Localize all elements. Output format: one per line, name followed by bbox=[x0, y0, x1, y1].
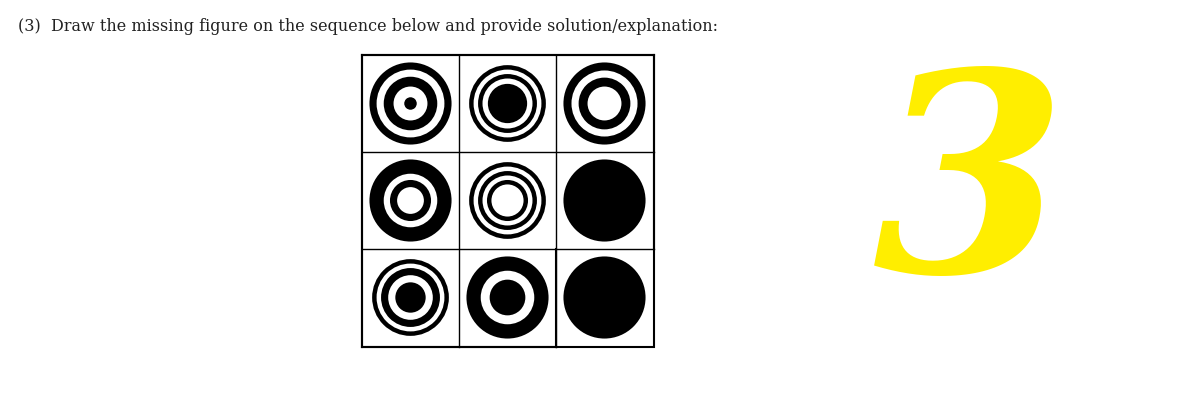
Circle shape bbox=[404, 97, 416, 110]
Circle shape bbox=[467, 62, 548, 145]
Circle shape bbox=[384, 174, 437, 227]
Circle shape bbox=[478, 74, 536, 133]
Circle shape bbox=[469, 65, 546, 142]
Circle shape bbox=[490, 280, 526, 315]
Text: 3: 3 bbox=[874, 61, 1067, 329]
Circle shape bbox=[493, 89, 522, 118]
Text: (3)  Draw the missing figure on the sequence below and provide solution/explanat: (3) Draw the missing figure on the seque… bbox=[18, 18, 718, 35]
Circle shape bbox=[587, 183, 623, 219]
Circle shape bbox=[564, 62, 646, 145]
Circle shape bbox=[478, 171, 536, 230]
Bar bbox=[362, 55, 654, 347]
Circle shape bbox=[390, 180, 431, 221]
Circle shape bbox=[388, 275, 433, 320]
Circle shape bbox=[588, 86, 622, 121]
Circle shape bbox=[474, 167, 541, 234]
Circle shape bbox=[372, 259, 449, 336]
Circle shape bbox=[395, 282, 426, 313]
Circle shape bbox=[482, 176, 533, 226]
Circle shape bbox=[377, 70, 444, 138]
Circle shape bbox=[377, 264, 444, 331]
Circle shape bbox=[370, 160, 451, 242]
Circle shape bbox=[482, 79, 533, 129]
Circle shape bbox=[492, 184, 523, 217]
Circle shape bbox=[370, 62, 451, 145]
Circle shape bbox=[488, 84, 527, 123]
Circle shape bbox=[394, 86, 427, 121]
Circle shape bbox=[467, 160, 548, 242]
Circle shape bbox=[571, 70, 637, 136]
Circle shape bbox=[370, 257, 451, 338]
Circle shape bbox=[384, 77, 437, 130]
Circle shape bbox=[469, 162, 546, 239]
Circle shape bbox=[578, 78, 630, 129]
Circle shape bbox=[487, 180, 528, 221]
Circle shape bbox=[564, 160, 646, 242]
Circle shape bbox=[564, 257, 646, 338]
Circle shape bbox=[474, 70, 541, 138]
Circle shape bbox=[467, 257, 548, 338]
Circle shape bbox=[382, 268, 440, 327]
Circle shape bbox=[397, 187, 424, 214]
Circle shape bbox=[481, 271, 534, 324]
